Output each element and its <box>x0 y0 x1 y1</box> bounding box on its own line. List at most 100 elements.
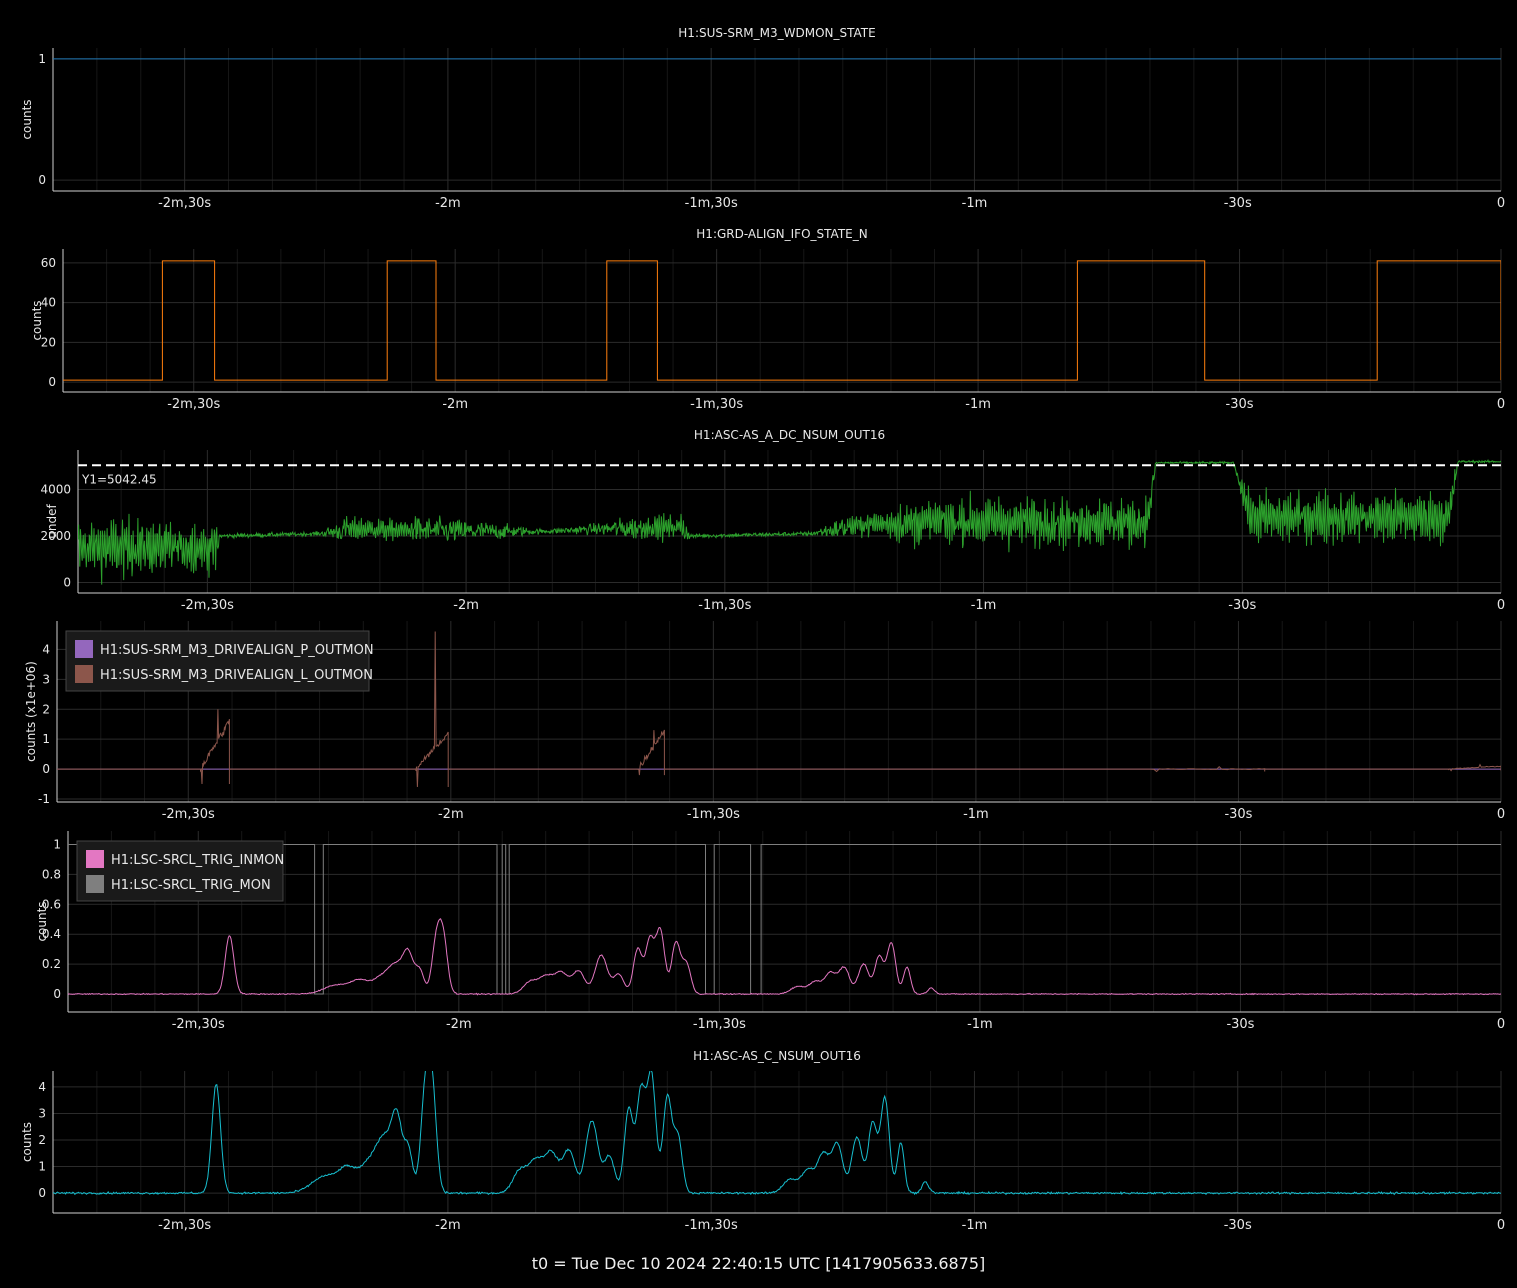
panel-p1: -2m,30s -2m -1m,30s -1m -30s 0 0 1 counts H1:SUS-… <box>20 26 1505 211</box>
x-tick-label: 0 <box>1497 807 1505 822</box>
y-tick-label: 1 <box>53 837 61 851</box>
grid <box>62 249 1502 392</box>
x-tick-label: -2m,30s <box>172 1017 225 1032</box>
y-tick-label: 1 <box>42 732 50 746</box>
y-tick-label: 0 <box>42 762 50 776</box>
series-line-0 <box>63 260 1501 381</box>
legend-swatch <box>86 875 104 893</box>
legend-label: H1:SUS-SRM_M3_DRIVEALIGN_L_OUTMON <box>100 668 373 683</box>
y-tick-label: 3 <box>38 1106 46 1120</box>
y-tick-label: 4000 <box>40 483 71 497</box>
legend-label: H1:LSC-SRCL_TRIG_INMON <box>111 853 284 868</box>
x-tick-label: -1m,30s <box>693 1017 746 1032</box>
plot-area <box>63 260 1501 381</box>
x-tick-label: -1m,30s <box>698 598 751 613</box>
x-tick-label: 0 <box>1497 1017 1505 1032</box>
y-tick-label: 0.6 <box>42 897 61 911</box>
chart-title: H1:SUS-SRM_M3_WDMON_STATE <box>678 26 875 40</box>
legend: H1:SUS-SRM_M3_DRIVEALIGN_P_OUTMON H1:SUS-… <box>65 630 374 692</box>
x-tick-label: -2m <box>435 1218 461 1233</box>
plot-area <box>53 1071 1501 1196</box>
x-tick-label: -2m <box>435 196 461 211</box>
x-tick-label: -2m <box>453 598 479 613</box>
x-tick-label: -1m <box>962 196 988 211</box>
y-tick-label: 60 <box>41 256 56 270</box>
x-tick-label: -2m,30s <box>158 196 211 211</box>
y-axis-label: undef <box>45 504 59 539</box>
legend-label: H1:LSC-SRCL_TRIG_MON <box>111 878 271 893</box>
y-axis-label: counts <box>30 300 44 340</box>
panel-p5: -2m,30s -2m -1m,30s -1m -30s 0 0 0.2 0.4 0.6 0.8 1 c… <box>35 831 1505 1032</box>
panel-p2: -2m,30s -2m -1m,30s -1m -30s 0 0 20 40 60 counts H1… <box>30 227 1505 412</box>
series-line-0 <box>78 458 1501 585</box>
y-tick-label: 4 <box>42 642 50 656</box>
y-tick-label: 1 <box>38 1160 46 1174</box>
series-line-1 <box>57 631 1501 788</box>
y-tick-label: 20 <box>41 335 56 349</box>
plot-area <box>68 844 1501 996</box>
footer-t0: t0 = Tue Dec 10 2024 22:40:15 UTC [14179… <box>531 1254 986 1273</box>
grid <box>52 48 1502 191</box>
y-tick-label: 0 <box>63 576 71 590</box>
x-tick-label: -1m,30s <box>685 1218 738 1233</box>
x-tick-label: -30s <box>1226 397 1254 412</box>
plot-area <box>78 458 1501 585</box>
x-tick-label: -30s <box>1226 1017 1254 1032</box>
x-tick-label: -1m,30s <box>690 397 743 412</box>
y-axis-label: counts <box>20 99 34 139</box>
panel-p3: -2m,30s -2m -1m,30s -1m -30s 0 0 2000 4000 undef H… <box>40 428 1505 613</box>
y-axis-label: counts (x1e+06) <box>24 661 38 762</box>
y-axis-label: counts <box>35 901 49 941</box>
y-tick-label: 2 <box>42 702 50 716</box>
legend-swatch <box>75 640 93 658</box>
y-tick-label: 0.2 <box>42 957 61 971</box>
y-tick-label: 2 <box>38 1133 46 1147</box>
x-tick-label: -30s <box>1224 1218 1252 1233</box>
y-tick-label: 0 <box>38 1186 46 1200</box>
x-tick-label: 0 <box>1497 196 1505 211</box>
x-tick-label: -1m,30s <box>685 196 738 211</box>
x-tick-label: 0 <box>1497 598 1505 613</box>
y-tick-label: 0 <box>53 987 61 1001</box>
y-tick-label: 2000 <box>40 529 71 543</box>
x-tick-label: -1m <box>967 1017 993 1032</box>
grid <box>77 450 1502 593</box>
y-tick-label: 0 <box>48 375 56 389</box>
series-line-0 <box>53 1071 1501 1196</box>
x-tick-label: -1m <box>965 397 991 412</box>
y-axis-label: counts <box>20 1122 34 1162</box>
x-tick-label: -1m,30s <box>687 807 740 822</box>
threshold-label: Y1=5042.45 <box>81 472 157 486</box>
x-tick-label: -2m <box>438 807 464 822</box>
x-tick-label: 0 <box>1497 397 1505 412</box>
x-tick-label: -2m,30s <box>162 807 215 822</box>
y-tick-label: -1 <box>38 792 50 806</box>
x-tick-label: -2m,30s <box>181 598 234 613</box>
series-line-1 <box>68 918 1501 996</box>
x-tick-label: 0 <box>1497 1218 1505 1233</box>
x-tick-label: -30s <box>1228 598 1256 613</box>
x-tick-label: -1m <box>962 1218 988 1233</box>
x-tick-label: -2m,30s <box>167 397 220 412</box>
x-tick-label: -1m <box>963 807 989 822</box>
legend: H1:LSC-SRCL_TRIG_INMON H1:LSC-SRCL_TRIG_M… <box>76 840 284 902</box>
x-tick-label: -2m <box>442 397 468 412</box>
chart-title: H1:GRD-ALIGN_IFO_STATE_N <box>696 227 867 241</box>
chart-title: H1:ASC-AS_C_NSUM_OUT16 <box>693 1049 861 1063</box>
x-tick-label: -30s <box>1224 196 1252 211</box>
y-tick-label: 40 <box>41 296 56 310</box>
y-tick-label: 0.4 <box>42 927 61 941</box>
chart-title: H1:ASC-AS_A_DC_NSUM_OUT16 <box>694 428 885 442</box>
y-tick-label: 4 <box>38 1080 46 1094</box>
x-tick-label: -1m <box>971 598 997 613</box>
y-tick-label: 0.8 <box>42 867 61 881</box>
y-tick-label: 1 <box>38 52 46 66</box>
plot-area <box>57 631 1501 788</box>
x-tick-label: -2m,30s <box>158 1218 211 1233</box>
x-tick-label: -2m <box>446 1017 472 1032</box>
x-tick-label: -30s <box>1224 807 1252 822</box>
grid <box>52 1071 1502 1213</box>
legend-swatch <box>86 850 104 868</box>
panel-p4: -2m,30s -2m -1m,30s -1m -30s 0 -1 0 1 2 3 4 counts (… <box>24 621 1505 822</box>
